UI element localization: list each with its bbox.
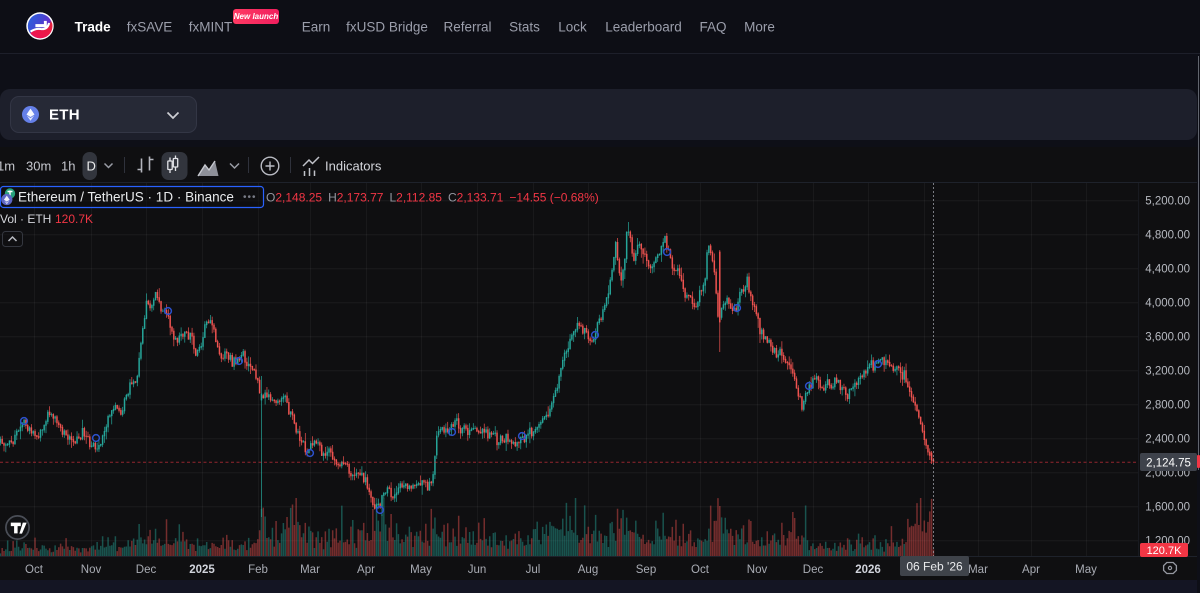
svg-text:Feb: Feb [248, 564, 268, 576]
svg-text:May: May [410, 564, 432, 576]
svg-text:1h: 1h [61, 159, 75, 174]
svg-text:Oct: Oct [691, 564, 710, 576]
svg-text:Apr: Apr [1022, 564, 1040, 576]
svg-text:May: May [1075, 564, 1097, 576]
svg-text:3,200.00: 3,200.00 [1145, 366, 1190, 378]
svg-text:Apr: Apr [357, 564, 375, 576]
svg-text:2,124.75: 2,124.75 [1146, 457, 1191, 469]
svg-text:Mar: Mar [300, 564, 320, 576]
svg-text:Vol · ETH: Vol · ETH [0, 212, 51, 226]
svg-text:1,600.00: 1,600.00 [1145, 502, 1190, 514]
svg-text:1m: 1m [0, 159, 15, 174]
svg-text:4,400.00: 4,400.00 [1145, 264, 1190, 276]
svg-text:Jul: Jul [526, 564, 541, 576]
svg-text:2026: 2026 [855, 564, 881, 576]
svg-text:30m: 30m [26, 159, 51, 174]
svg-text:4,800.00: 4,800.00 [1145, 230, 1190, 242]
svg-text:Ethereum / TetherUS · 1D · Bin: Ethereum / TetherUS · 1D · Binance [18, 190, 234, 205]
svg-text:D: D [87, 159, 96, 174]
svg-text:2025: 2025 [189, 564, 215, 576]
svg-text:Jun: Jun [468, 564, 487, 576]
svg-text:Indicators: Indicators [325, 159, 382, 174]
svg-text:120.7K: 120.7K [55, 212, 93, 226]
svg-text:5,200.00: 5,200.00 [1145, 196, 1190, 208]
svg-text:Oct: Oct [25, 564, 44, 576]
svg-text:Sep: Sep [636, 564, 656, 576]
svg-text:06 Feb '26: 06 Feb '26 [906, 559, 963, 573]
svg-text:2,400.00: 2,400.00 [1145, 434, 1190, 446]
svg-text:3,600.00: 3,600.00 [1145, 332, 1190, 344]
svg-text:Nov: Nov [747, 564, 768, 576]
svg-text:Nov: Nov [81, 564, 102, 576]
svg-text:•••: ••• [243, 192, 257, 203]
svg-text:2,800.00: 2,800.00 [1145, 400, 1190, 412]
svg-text:Mar: Mar [968, 564, 988, 576]
svg-text:120.7K: 120.7K [1147, 545, 1183, 557]
svg-text:Dec: Dec [803, 564, 824, 576]
svg-text:Aug: Aug [578, 564, 598, 576]
svg-text:Dec: Dec [136, 564, 157, 576]
svg-text:4,000.00: 4,000.00 [1145, 298, 1190, 310]
